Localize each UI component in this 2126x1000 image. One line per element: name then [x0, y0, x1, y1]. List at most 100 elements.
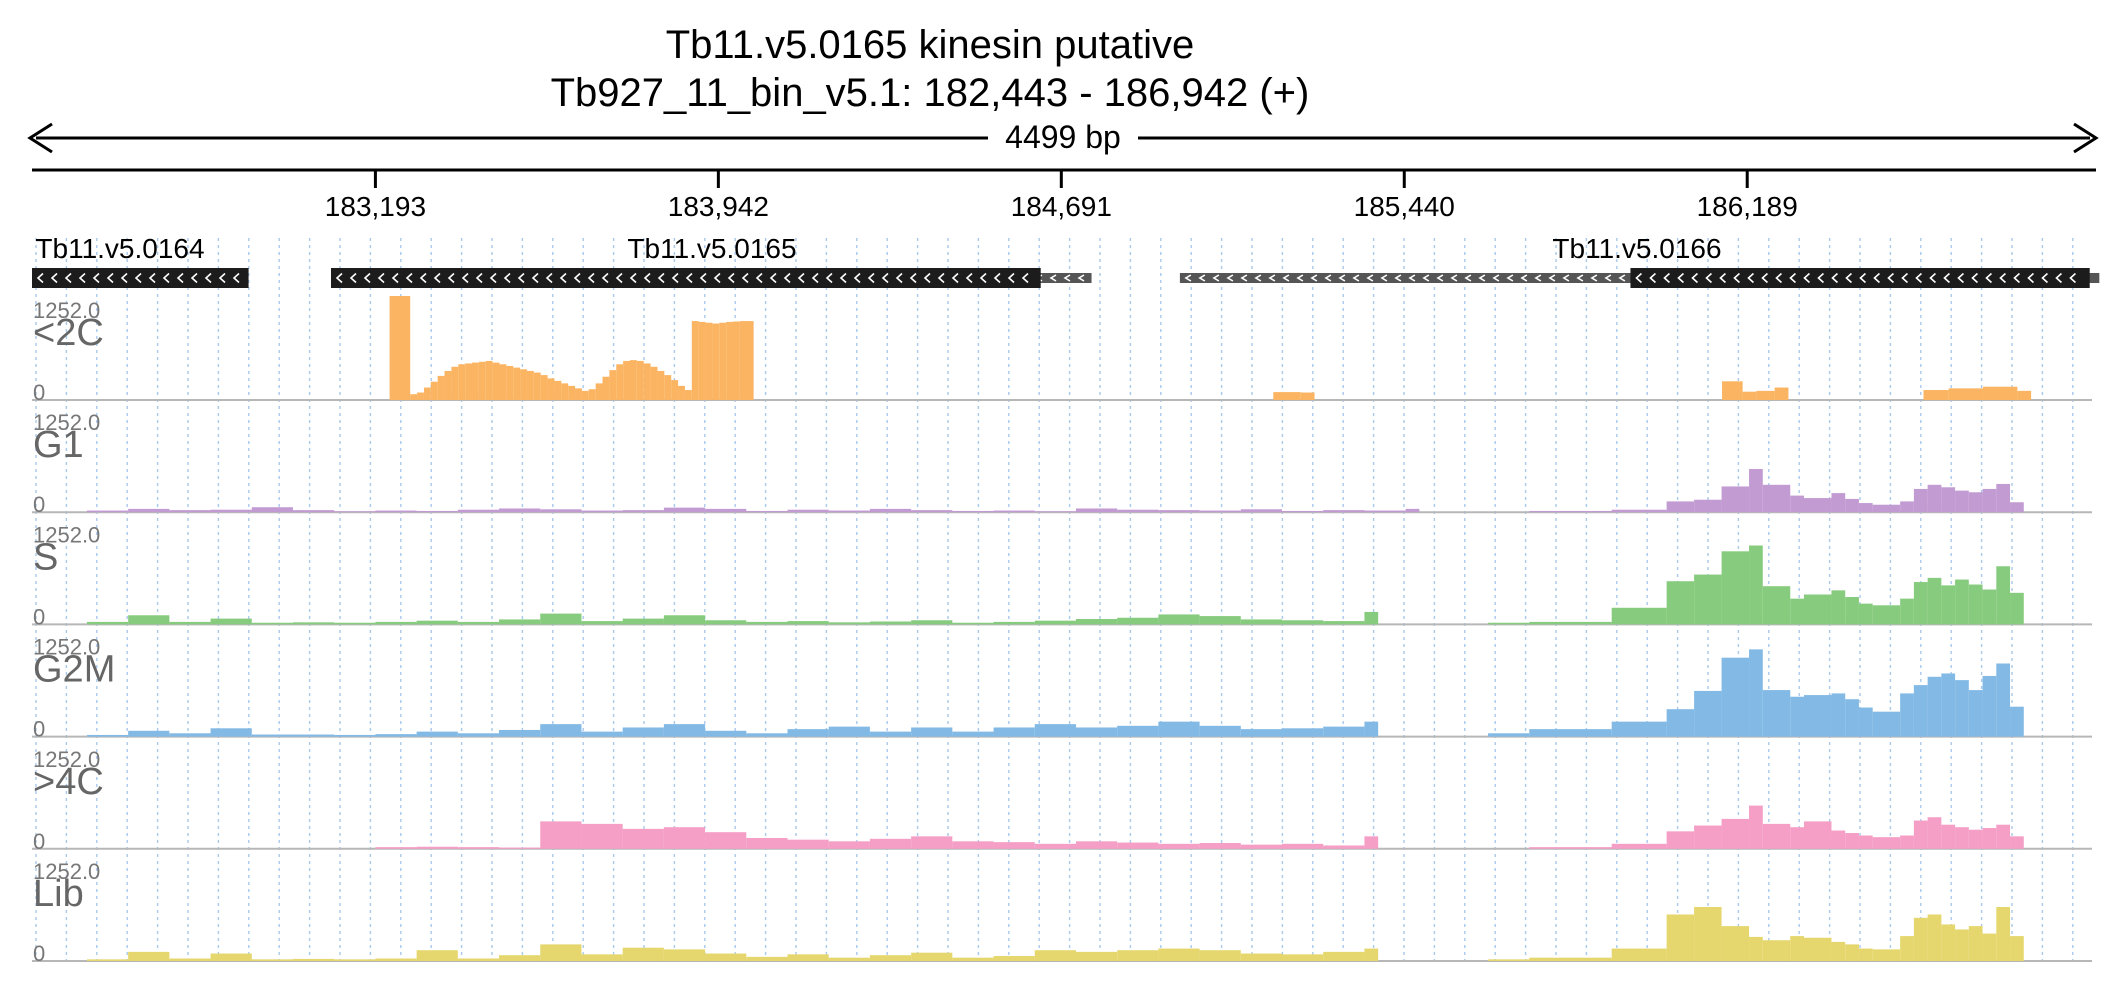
coverage-bar: [1845, 498, 1859, 513]
gene-label: Tb11.v5.0165: [627, 233, 796, 264]
strand-chevron: [503, 272, 511, 284]
coverage-bar: [1982, 488, 1997, 513]
track-name: >4C: [33, 761, 104, 803]
strand-chevron: [685, 272, 693, 284]
strand-chevron: [36, 272, 44, 284]
coverage-bar: [1364, 948, 1379, 961]
strand-chevron: [1506, 274, 1514, 282]
coverage-bar: [540, 724, 582, 737]
locus-title: Tb927_11_bin_v5.1: 182,443 - 186,942 (+): [551, 71, 1310, 115]
coverage-bar: [726, 321, 734, 400]
coverage-bar: [650, 366, 658, 400]
coverage-bar: [1364, 721, 1379, 737]
strand-chevron: [1296, 274, 1304, 282]
coverage-bar: [1721, 926, 1750, 961]
coverage-bar: [1282, 843, 1324, 849]
track-2C: 1252.0<2C 0: [32, 296, 2092, 405]
coverage-bar: [169, 733, 211, 737]
coverage-bar: [457, 958, 500, 961]
coverage-bar: [1749, 805, 1763, 849]
coverage-bar: [1323, 845, 1365, 849]
coverage-bar: [1666, 581, 1695, 625]
coverage-bar: [2010, 502, 2024, 513]
coverage-bar: [1968, 584, 1983, 625]
coverage-bar: [1941, 924, 1956, 961]
coverage-bar: [746, 733, 788, 737]
coverage-bar: [1803, 594, 1832, 625]
strand-chevron: [1576, 274, 1584, 282]
coverage-bar: [292, 958, 335, 961]
coverage-bar: [1996, 483, 2011, 513]
coverage-bar: [1831, 693, 1846, 737]
strand-chevron: [1254, 274, 1262, 282]
coverage-bar: [86, 510, 129, 513]
strand-chevron: [405, 272, 413, 284]
coverage-bar: [1034, 724, 1076, 737]
coverage-bar: [1858, 948, 1873, 961]
track-ymin-label: 0: [33, 829, 45, 854]
coverage-bar: [1845, 833, 1859, 849]
coverage-bar: [457, 509, 500, 513]
coverage-bar: [1240, 729, 1283, 737]
coverage-bar: [869, 731, 912, 737]
strand-chevron: [531, 272, 539, 284]
coverage-bar: [520, 369, 527, 400]
coverage-bar: [643, 363, 651, 400]
strand-chevron: [1464, 274, 1472, 282]
ruler-tick-label: 185,440: [1354, 191, 1455, 222]
coverage-bar: [1721, 818, 1750, 849]
coverage-bar: [334, 622, 376, 625]
coverage-bar: [2010, 592, 2024, 625]
coverage-bar: [540, 613, 582, 625]
coverage-bar: [1762, 823, 1791, 849]
coverage-bar: [1611, 948, 1667, 961]
coverage-bar: [869, 838, 912, 849]
coverage-bar: [128, 730, 170, 737]
track-ymax-label: 1252.0: [33, 747, 100, 772]
coverage-bar: [1941, 487, 1956, 513]
coverage-bar: [581, 510, 623, 513]
coverage-bar: [993, 510, 1035, 513]
coverage-bar: [1858, 603, 1873, 625]
cds-block: [32, 268, 249, 288]
coverage-bar: [292, 622, 335, 625]
track-S: 1252.0S 0: [32, 522, 2092, 629]
coverage-bar: [1790, 936, 1804, 961]
coverage-bar: [787, 729, 829, 737]
coverage-bar: [86, 621, 129, 625]
coverage-bar: [540, 509, 582, 513]
coverage-bar: [1323, 726, 1365, 737]
coverage-bar: [561, 383, 569, 400]
coverage-bar: [169, 621, 211, 625]
coverage-bar: [1941, 824, 1956, 849]
strand-chevron: [1943, 272, 1950, 284]
coverage-bar: [1364, 611, 1379, 625]
coverage-bar: [1831, 493, 1846, 513]
coverage-bar: [705, 322, 713, 400]
gene-track: Tb11.v5.0164 Tb11.v5.0165 Tb11.v5.0166: [32, 233, 2100, 288]
coverage-bar: [506, 365, 514, 400]
strand-chevron: [1663, 272, 1670, 284]
strand-chevron: [1310, 274, 1318, 282]
track-ymin-label: 0: [33, 604, 45, 629]
coverage-bar: [251, 622, 293, 625]
coverage-bar: [1240, 953, 1283, 961]
coverage-bar: [911, 952, 953, 961]
strand-chevron: [1548, 274, 1556, 282]
strand-chevron: [377, 272, 385, 284]
coverage-bar: [86, 959, 129, 961]
coverage-bar: [1611, 509, 1667, 513]
coverage-bar: [1529, 729, 1612, 737]
coverage-bar: [1872, 837, 1901, 849]
strand-chevron: [1789, 272, 1796, 284]
coverage-bar: [993, 727, 1035, 737]
coverage-bar: [1282, 728, 1324, 737]
coverage-bar: [705, 508, 747, 513]
strand-chevron: [1887, 272, 1894, 284]
coverage-bar: [1900, 501, 1914, 513]
coverage-bar: [1405, 508, 1420, 513]
strand-chevron: [78, 272, 86, 284]
track-ymax-label: 1252.0: [33, 298, 100, 323]
strand-chevron: [1198, 274, 1206, 282]
